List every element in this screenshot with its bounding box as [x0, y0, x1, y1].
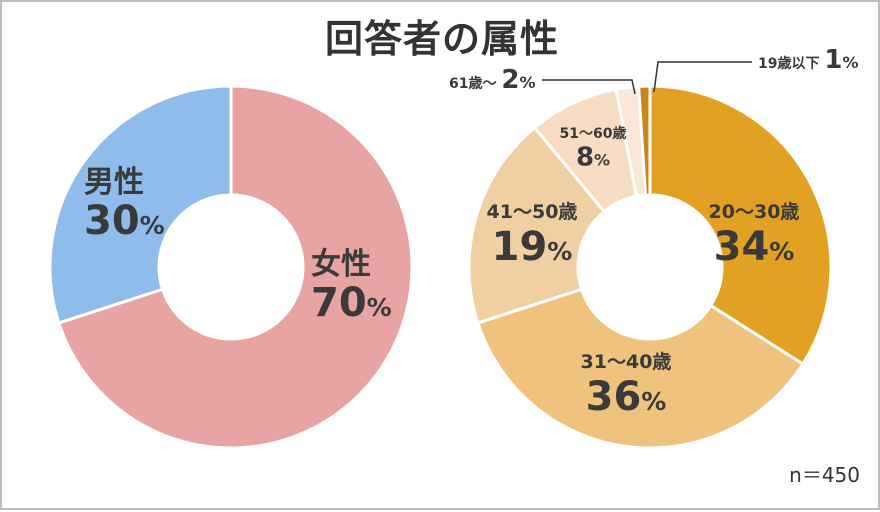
- age-61-plus-label-group: 61歳～ 2%: [449, 65, 535, 95]
- gender-slice-0: [56, 84, 414, 450]
- age-41-50-category-label: 41～50歳: [487, 201, 578, 223]
- age-51-60-category-label: 51～60歳: [560, 125, 627, 142]
- female-percent-label: 70%: [311, 280, 392, 326]
- age-20-30-category-label: 20～30歳: [709, 201, 800, 223]
- sample-size-label: n＝450: [789, 463, 860, 487]
- age-under-19-leader-line: [653, 61, 752, 93]
- age-slice-2: [467, 125, 607, 325]
- age-slice-1: [475, 287, 805, 450]
- female-category-label: 女性: [311, 247, 371, 282]
- age-slice-0: [648, 84, 833, 367]
- age-31-40-percent-label: 36%: [586, 374, 667, 420]
- gender-donut: [48, 84, 414, 450]
- age-under-19-label-group: 19歳以下 1%: [758, 45, 858, 75]
- age-20-30-percent-label: 34%: [714, 224, 795, 270]
- chart-title: 回答者の属性: [324, 17, 559, 61]
- age-slice-5: [637, 84, 652, 197]
- age-under-19-label: 19歳以下 1%: [758, 45, 858, 75]
- male-category-label: 男性: [84, 165, 144, 200]
- male-percent-label: 30%: [84, 198, 165, 244]
- gender-slice-1: [48, 84, 233, 325]
- age-61-plus-label: 61歳～ 2%: [449, 65, 535, 95]
- age-donut: [467, 84, 833, 450]
- age-31-40-category-label: 31～40歳: [581, 351, 672, 373]
- age-61-plus-leader-line: [542, 79, 636, 95]
- age-41-50-percent-label: 19%: [492, 224, 573, 270]
- age-51-60-percent-label: 8%: [576, 142, 610, 172]
